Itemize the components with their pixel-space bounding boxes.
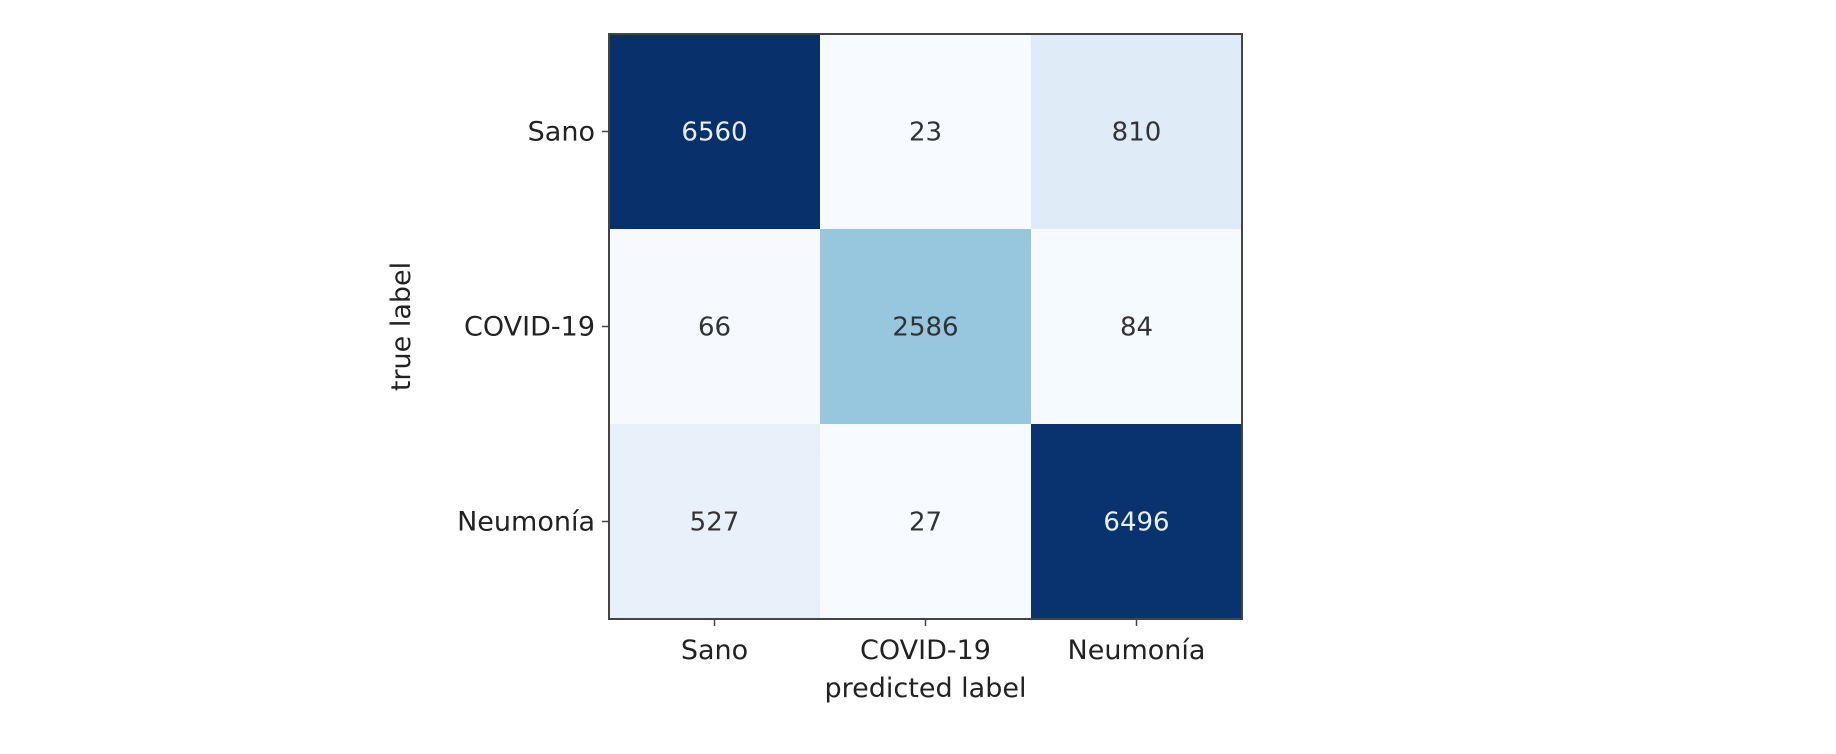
cell-neumonia-neumonia [1031, 424, 1242, 619]
cell-value-label: 2586 [892, 313, 958, 343]
x-tick-label: Neumonía [1068, 635, 1206, 666]
x-tick-label: Sano [681, 635, 748, 666]
cell-value-label: 84 [1120, 313, 1153, 343]
cell-covid-19-sano [609, 229, 820, 424]
cell-value-label: 527 [690, 508, 740, 538]
cell-sano-sano [609, 34, 820, 229]
x-tick-label: COVID-19 [860, 635, 991, 666]
heatmap-cells [609, 34, 1242, 619]
y-axis-label: true label [386, 262, 417, 391]
cell-value-label: 810 [1112, 118, 1162, 148]
cell-sano-covid-19 [820, 34, 1031, 229]
cell-neumonia-covid-19 [820, 424, 1031, 619]
x-axis-label: predicted label [825, 673, 1027, 704]
cell-sano-neumonia [1031, 34, 1242, 229]
y-tick-label: Sano [528, 117, 595, 148]
cell-value-labels: 6560 23 810 66 2586 84 527 27 6496 [681, 118, 1169, 538]
cell-value-label: 23 [909, 118, 942, 148]
cell-value-label: 27 [909, 508, 942, 538]
cell-value-label: 6560 [681, 118, 747, 148]
y-tick-label: COVID-19 [464, 312, 595, 343]
cell-neumonia-sano [609, 424, 820, 619]
x-axis-ticks: Sano COVID-19 Neumonía [681, 619, 1206, 666]
y-axis-ticks: Sano COVID-19 Neumonía [457, 117, 609, 538]
y-tick-label: Neumonía [457, 507, 595, 538]
cell-covid-19-covid-19 [820, 229, 1031, 424]
cell-value-label: 6496 [1103, 508, 1169, 538]
cell-value-label: 66 [698, 313, 731, 343]
cell-covid-19-neumonia [1031, 229, 1242, 424]
